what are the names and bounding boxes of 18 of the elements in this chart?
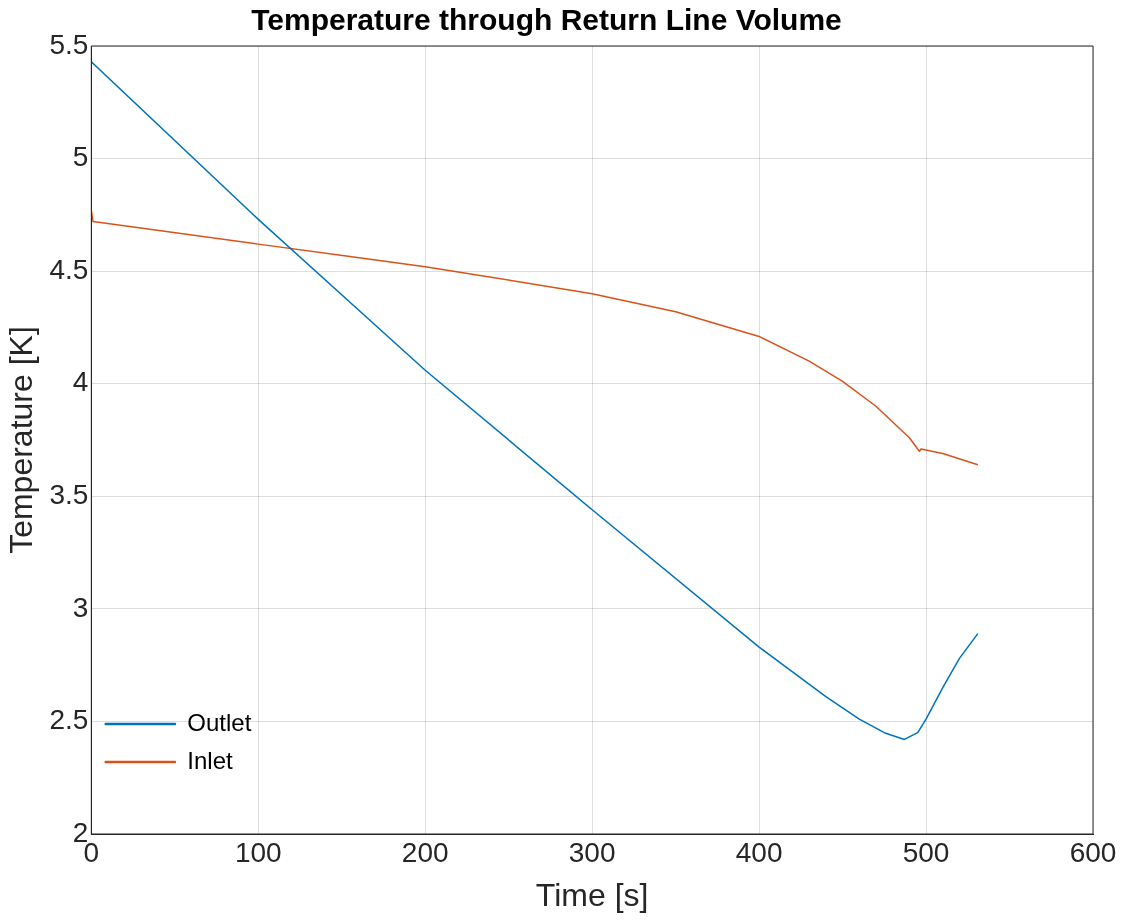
y-tick-label: 4 <box>72 366 89 398</box>
y-tick-label: 4.5 <box>49 253 89 285</box>
legend-label: Inlet <box>187 746 234 774</box>
y-tick-label: 3.5 <box>49 479 89 510</box>
chart-title: Temperature through Return Line Volume <box>251 3 842 37</box>
legend-label: Outlet <box>187 708 252 736</box>
y-tick-label: 2.5 <box>49 704 89 736</box>
x-tick-label: 300 <box>568 836 616 868</box>
x-axis-title: Time [s] <box>535 876 649 913</box>
x-tick-label: 200 <box>401 836 449 868</box>
x-tick-label: 600 <box>1069 836 1117 868</box>
y-tick-label: 5.5 <box>49 28 89 60</box>
y-tick-label: 5 <box>72 141 89 173</box>
y-tick-label: 3 <box>72 591 89 623</box>
x-tick-label: 100 <box>234 836 282 868</box>
x-tick-label: 500 <box>902 836 950 868</box>
y-axis-title: Temperature [K] <box>3 326 40 554</box>
x-tick-label: 400 <box>735 836 783 868</box>
